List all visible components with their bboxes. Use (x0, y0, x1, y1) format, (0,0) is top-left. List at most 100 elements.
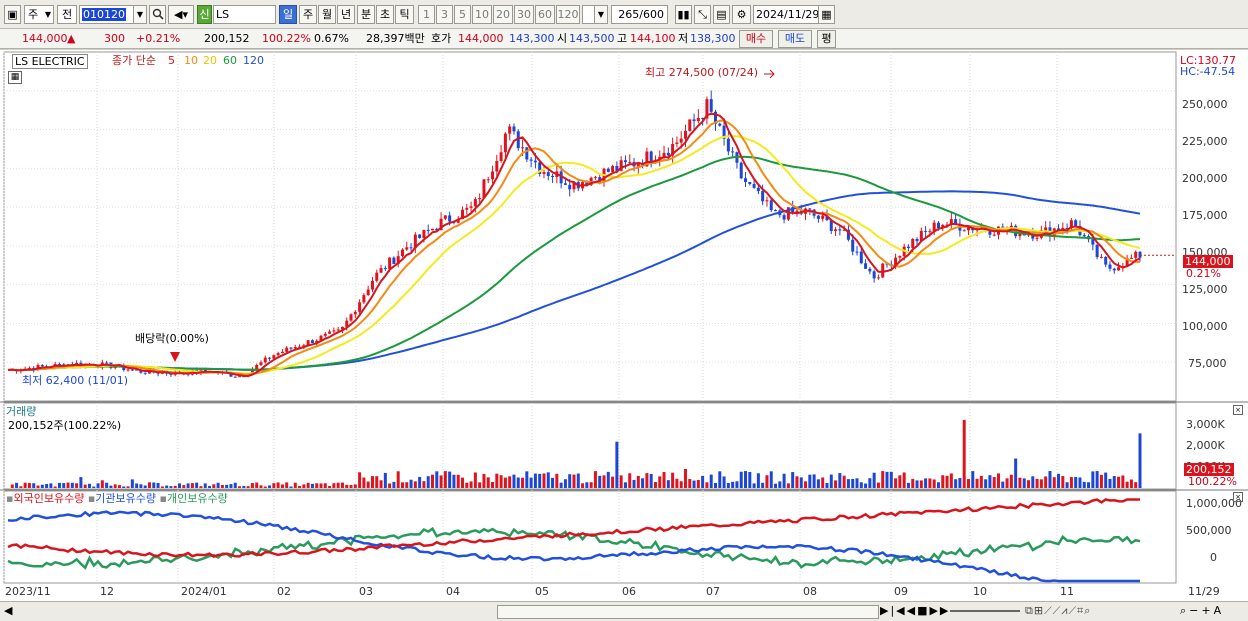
evaluate-button[interactable]: 평 (817, 30, 836, 48)
playback-controls-icon[interactable]: ▶|◀◀■▶▶ (880, 604, 951, 617)
volume-bar (1069, 477, 1073, 488)
price-candle (358, 302, 362, 312)
x-tick-10: 10 (973, 585, 987, 598)
volume-bar (233, 482, 237, 488)
bid-price: 143,300 (509, 32, 555, 45)
stock-name-field[interactable]: LS ELECTRI (213, 5, 276, 24)
minute-option-120[interactable]: 120 (556, 5, 580, 24)
volume-bar (525, 471, 529, 488)
chart-canvas[interactable] (0, 50, 1248, 601)
sell-button[interactable]: 매도 (778, 30, 812, 48)
minute-option-1[interactable]: 1 (418, 5, 435, 24)
period-month-button[interactable]: 월 (318, 5, 336, 24)
price-candle (881, 263, 885, 278)
volume-bar (859, 482, 863, 488)
ma10-legend[interactable]: 10 (184, 54, 198, 67)
volume-bar (808, 474, 812, 488)
price-candle (473, 199, 477, 207)
price-candle (662, 152, 666, 157)
volume-bar (165, 485, 169, 488)
price-legend-name[interactable]: LS ELECTRIC (12, 54, 88, 69)
volume-bar (328, 485, 332, 488)
volume-bar (1099, 474, 1103, 488)
scroll-left-icon[interactable]: ◀ (4, 604, 13, 617)
price-candle (649, 151, 653, 163)
price-candle (628, 161, 632, 163)
minute-option-20[interactable]: 20 (493, 5, 513, 24)
minute-option-30[interactable]: 30 (514, 5, 534, 24)
volume-panel-frame (3, 402, 1177, 490)
minute-option-60[interactable]: 60 (535, 5, 555, 24)
price-candle (563, 183, 567, 185)
volume-bar (400, 482, 404, 488)
minute-option-5[interactable]: 5 (454, 5, 471, 24)
period-minute-button[interactable]: 분 (357, 5, 375, 24)
price-candle (448, 215, 452, 222)
window-icon[interactable]: ▣ (4, 5, 21, 24)
scroll-thumb[interactable] (497, 605, 879, 619)
volume-bar (675, 478, 679, 488)
period-week-button[interactable]: 주 (299, 5, 317, 24)
volume-bar (705, 482, 709, 488)
volume-bar (516, 477, 520, 488)
draw-tool-icon[interactable]: ⤡ (694, 5, 711, 24)
period-type-select[interactable]: 주 ▼ (24, 5, 54, 24)
ma5-legend[interactable]: 5 (168, 54, 175, 67)
buy-button[interactable]: 매수 (739, 30, 773, 48)
chart-area[interactable]: LS ELECTRIC 종가 단순 5 10 20 60 120 ▦ 최고 27… (0, 50, 1248, 601)
sound-icon[interactable]: ◀▾ (168, 5, 194, 24)
search-icon[interactable] (149, 5, 166, 24)
chevron-down-icon[interactable]: ▼ (594, 5, 608, 24)
y-tick-250000: 250,000 (1182, 98, 1228, 111)
count-input[interactable]: 265/600 (611, 5, 668, 24)
candle-type-icon[interactable]: ▮▮ (675, 5, 692, 24)
volume-bar (482, 473, 486, 488)
minute-option-3[interactable]: 3 (436, 5, 453, 24)
volume-bar (714, 482, 717, 488)
zoom-controls-icon[interactable]: ⌕−+A (1180, 604, 1225, 617)
close-panel-icon[interactable]: × (1233, 405, 1243, 415)
volume-bar (945, 475, 949, 488)
ma60-legend[interactable]: 60 (223, 54, 237, 67)
y-tick-225000: 225,000 (1182, 135, 1228, 148)
stock-code-input[interactable]: 010120 (79, 5, 137, 24)
drawing-tools-icon[interactable]: ⧉⊞⟋⟋⩘⟋⌗⌕ (1025, 604, 1092, 617)
volume-bar (821, 477, 825, 488)
price-candle (1018, 232, 1022, 237)
volume-bar (349, 485, 353, 488)
ma20-legend[interactable]: 20 (203, 54, 217, 67)
period-year-button[interactable]: 년 (337, 5, 355, 24)
horizontal-scrollbar[interactable]: ◀ ▶|◀◀■▶▶ ⧉⊞⟋⟋⩘⟋⌗⌕ ⌕−+A (0, 601, 1248, 621)
ma120-legend[interactable]: 120 (243, 54, 264, 67)
period-second-button[interactable]: 초 (376, 5, 394, 24)
gear-icon[interactable]: ⚙ (732, 5, 751, 24)
period-day-button[interactable]: 일 (279, 5, 297, 24)
grid-toggle-icon[interactable]: ▦ (8, 71, 22, 84)
volume-bar (255, 482, 259, 488)
save-icon[interactable]: ▤ (713, 5, 730, 24)
close-panel-icon[interactable]: × (1233, 492, 1243, 502)
volume-legend-name[interactable]: 거래량 (6, 405, 37, 418)
price-candle (250, 369, 254, 374)
volume-bar (19, 486, 23, 488)
price-candle (744, 178, 748, 182)
volume-bar (975, 478, 979, 488)
volume-bar (748, 472, 752, 488)
zoom-slider[interactable] (950, 610, 1020, 612)
code-dropdown-icon[interactable]: ▼ (133, 5, 147, 24)
price-candle (731, 151, 735, 153)
date-input[interactable]: 2024/11/29 (753, 5, 820, 24)
market-select[interactable]: 전 (57, 5, 77, 24)
price-legend-indicator[interactable]: 종가 단순 (112, 54, 156, 67)
volume-bar (563, 479, 567, 488)
volume-bar (212, 484, 216, 488)
holdings-legend[interactable]: ▪외국인보유수량 ▪기관보유수량 ▪개인보유수량 (6, 492, 228, 505)
volume-bar (1014, 458, 1018, 488)
high-marker-arrow (764, 69, 775, 79)
x-tick-07: 07 (706, 585, 720, 598)
volume-bar (182, 485, 186, 488)
price-candle (954, 219, 958, 224)
period-tick-button[interactable]: 틱 (395, 5, 414, 24)
calendar-icon[interactable]: ▦ (818, 5, 835, 24)
minute-option-10[interactable]: 10 (472, 5, 492, 24)
